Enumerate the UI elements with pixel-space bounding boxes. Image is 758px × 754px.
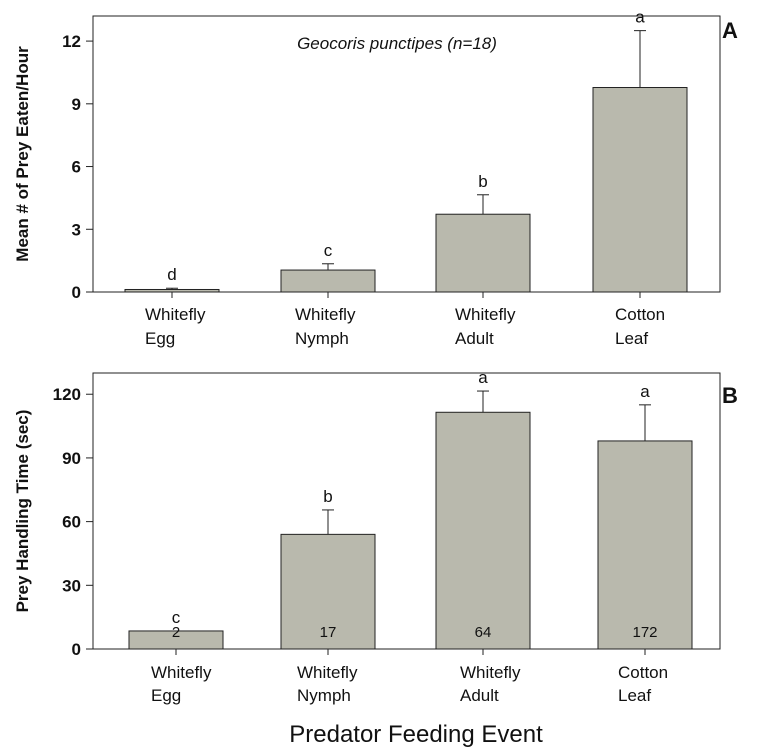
x-category-label: Nymph (297, 686, 351, 705)
significance-letter: c (172, 608, 181, 627)
count-label: 17 (320, 624, 337, 641)
plot-frame (92, 372, 721, 650)
y-tick-label: 120 (53, 385, 81, 404)
y-tick-label: 60 (62, 513, 81, 532)
y-tick-label: 0 (72, 640, 81, 659)
y-axis-title: Mean # of Prey Eaten/Hour (13, 46, 32, 262)
x-category-label: Whitefly (455, 305, 516, 324)
significance-letter: b (323, 487, 332, 506)
count-label: 2 (172, 624, 180, 641)
panel-b: 0 30 60 90 120 c2 b 17 a 64 a 172 Whitefly Egg Whitefl… (13, 368, 738, 705)
y-tick-label: 30 (62, 576, 81, 595)
x-category-label: Adult (460, 686, 499, 705)
significance-letter: c (324, 241, 333, 260)
panel-annotation: Geocoris punctipes (n=18) (297, 34, 497, 53)
significance-letter: a (640, 382, 650, 401)
x-category-label: Whitefly (297, 663, 358, 682)
count-label: 172 (632, 624, 657, 641)
significance-letter: a (478, 368, 488, 387)
count-label: 64 (475, 624, 492, 641)
x-category-label: Whitefly (460, 663, 521, 682)
y-tick-label: 12 (62, 32, 81, 51)
significance-letter: d (167, 265, 176, 284)
bar (435, 213, 531, 293)
bar (597, 440, 693, 650)
y-axis-title: Prey Handling Time (sec) (13, 410, 32, 613)
bar (128, 630, 224, 650)
y-tick-label: 0 (72, 283, 81, 302)
bar (124, 288, 220, 293)
x-category-label: Whitefly (145, 305, 206, 324)
bar (280, 269, 376, 293)
bar (280, 533, 376, 650)
bar (435, 411, 531, 650)
plot-frame (92, 15, 721, 293)
y-tick-label: 90 (62, 449, 81, 468)
x-category-label: Cotton (615, 305, 665, 324)
x-category-label: Whitefly (295, 305, 356, 324)
x-category-label: Leaf (618, 686, 651, 705)
significance-letter: b (478, 172, 487, 191)
panel-letter: B (722, 383, 738, 408)
significance-letter: a (635, 8, 645, 27)
panel-letter: A (722, 18, 738, 43)
x-category-label: Nymph (295, 329, 349, 348)
x-category-label: Adult (455, 329, 494, 348)
y-tick-label: 3 (72, 220, 81, 239)
x-category-label: Egg (151, 686, 181, 705)
bar (592, 87, 688, 293)
y-tick-label: 9 (72, 95, 81, 114)
shared-x-axis-title: Predator Feeding Event (289, 721, 543, 748)
x-category-label: Whitefly (151, 663, 212, 682)
x-category-label: Egg (145, 329, 175, 348)
panel-a: 0 3 6 9 12 d c b a Whitefly Egg Whitefly Nymph Whitef… (13, 8, 738, 348)
x-category-label: Cotton (618, 663, 668, 682)
y-tick-label: 6 (72, 158, 81, 177)
x-category-label: Leaf (615, 329, 648, 348)
